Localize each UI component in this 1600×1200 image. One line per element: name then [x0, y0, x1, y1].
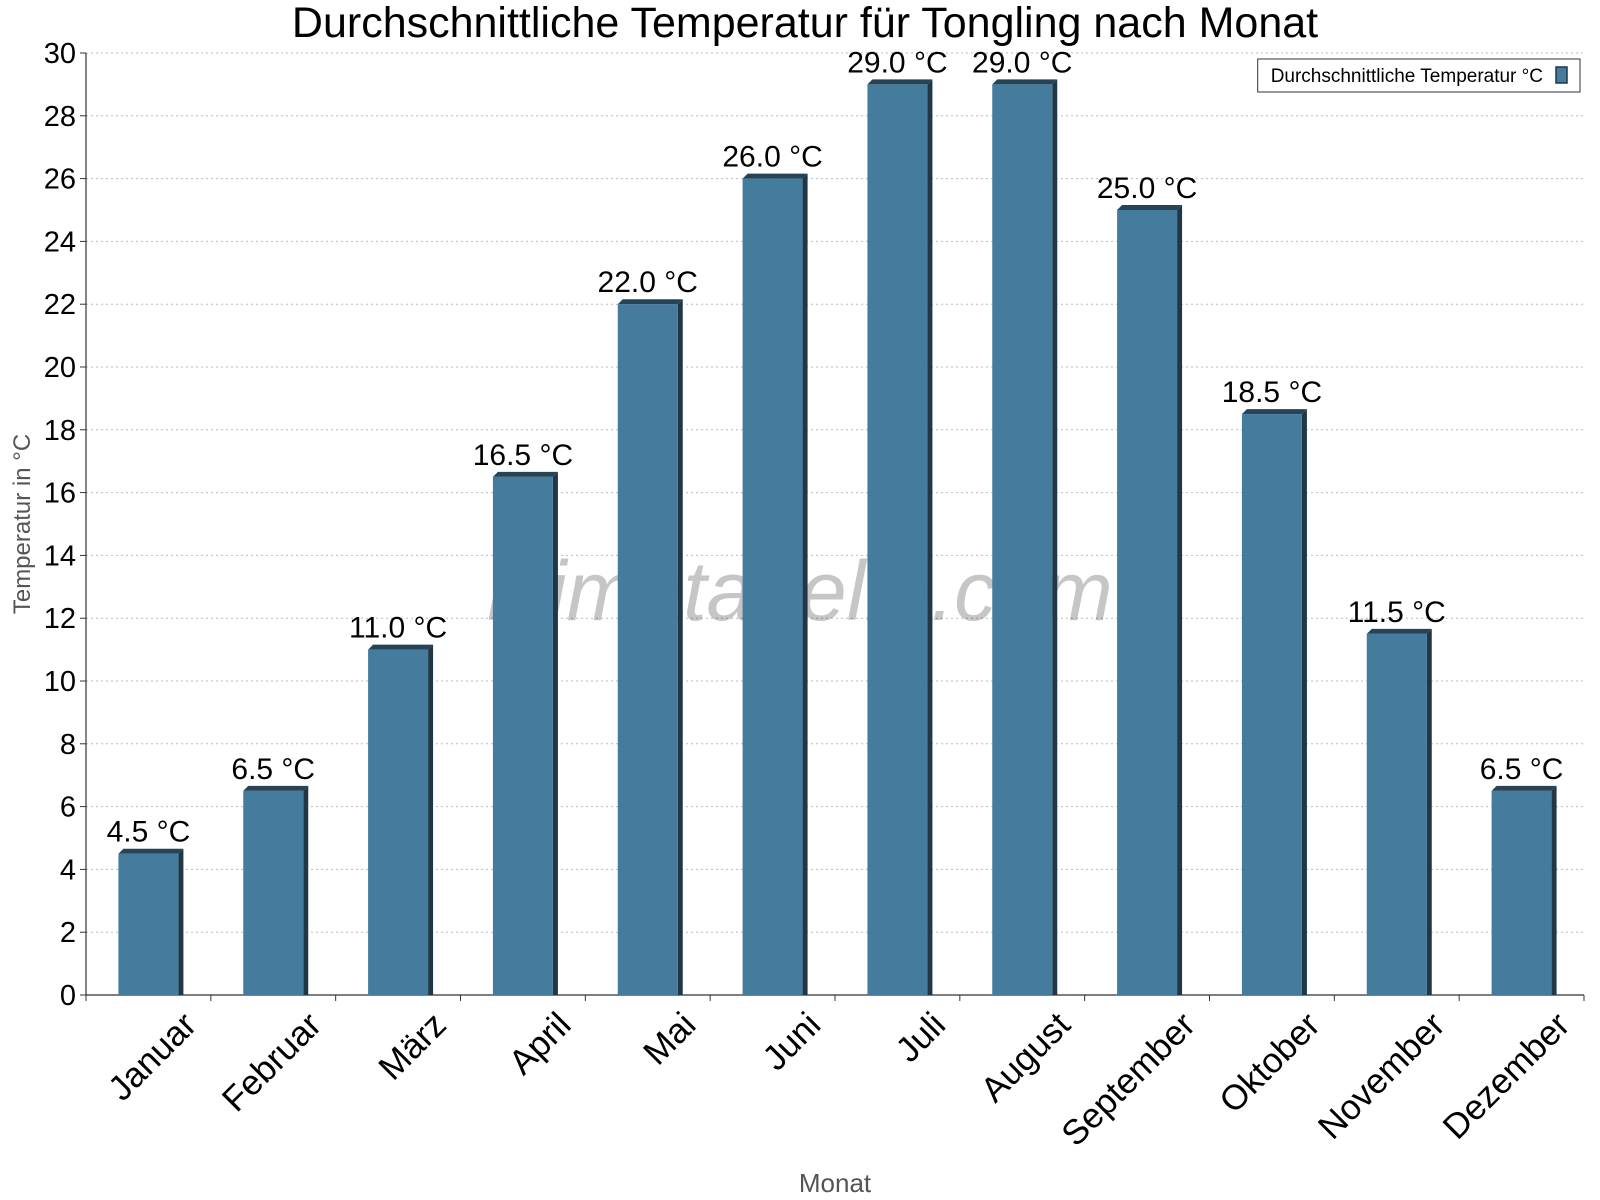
y-tick-label: 20 — [44, 352, 76, 384]
value-label: 18.5 °C — [1222, 376, 1322, 409]
bar-group — [368, 644, 434, 995]
bar-top — [1241, 409, 1307, 415]
value-label: 16.5 °C — [473, 439, 573, 472]
bar-side — [677, 299, 683, 995]
bar-top — [1117, 205, 1183, 210]
bar-top — [617, 299, 683, 305]
legend: Durchschnittliche Temperatur °C — [1257, 58, 1581, 93]
x-tick-label: April — [501, 1005, 578, 1082]
bar-group — [243, 785, 309, 995]
bar-group — [617, 299, 683, 995]
bar-side — [802, 173, 808, 996]
bar-top — [992, 79, 1058, 85]
bar-group — [492, 471, 558, 995]
x-tick-label: Dezember — [1435, 1005, 1577, 1147]
value-label: 6.5 °C — [231, 753, 315, 786]
bar-group — [1241, 409, 1307, 996]
bar-side — [428, 644, 434, 995]
bar-side — [1426, 628, 1432, 995]
y-tick-label: 8 — [60, 729, 76, 761]
y-tick-label: 10 — [44, 666, 76, 698]
bar — [118, 853, 179, 995]
bar-side — [552, 471, 558, 995]
bar-top — [243, 785, 309, 791]
value-label: 26.0 °C — [722, 141, 822, 174]
x-tick-label: November — [1311, 1005, 1453, 1147]
bar-side — [1551, 785, 1557, 995]
value-label: 22.0 °C — [598, 266, 698, 299]
bar-group — [1117, 205, 1183, 995]
bar-side — [1177, 205, 1183, 995]
y-tick-label: 18 — [44, 415, 76, 447]
bar — [492, 476, 553, 995]
bar-side — [1301, 409, 1307, 996]
y-tick-label: 0 — [60, 980, 76, 1012]
legend-swatch — [1555, 66, 1568, 84]
bar-group — [1366, 628, 1432, 995]
value-label: 29.0 °C — [847, 46, 947, 79]
bar — [1117, 210, 1178, 995]
y-tick-label: 28 — [44, 101, 76, 133]
bar — [867, 84, 928, 995]
bar-side — [178, 848, 184, 995]
bar-top — [742, 173, 808, 179]
value-label: 11.0 °C — [349, 612, 447, 645]
y-axis-label: Temperatur in °C — [9, 434, 36, 614]
bar-group — [118, 848, 184, 995]
y-tick-label: 26 — [44, 164, 76, 196]
bar-group — [867, 79, 933, 995]
x-tick-label: Juni — [755, 1005, 828, 1078]
value-label: 4.5 °C — [107, 816, 191, 849]
value-label: 6.5 °C — [1480, 753, 1564, 786]
y-tick-label: 30 — [44, 38, 76, 70]
x-tick-label: Februar — [215, 1005, 329, 1119]
y-tick-label: 2 — [60, 917, 76, 949]
x-tick-label: Mai — [636, 1005, 703, 1072]
bar-side — [303, 785, 309, 995]
x-tick-label: Juli — [888, 1005, 953, 1070]
bar-top — [118, 848, 184, 854]
y-tick-label: 22 — [44, 289, 76, 321]
y-tick-label: 4 — [60, 854, 76, 886]
bar — [1366, 633, 1427, 995]
legend-label: Durchschnittliche Temperatur °C — [1271, 66, 1543, 87]
value-label: 25.0 °C — [1097, 172, 1197, 205]
bar-group — [1491, 785, 1557, 995]
y-tick-label: 12 — [44, 603, 76, 635]
value-label: 11.5 °C — [1348, 596, 1446, 629]
bar-top — [867, 79, 933, 85]
x-tick-label: Januar — [101, 1005, 204, 1108]
y-tick-label: 24 — [44, 226, 76, 258]
y-tick-label: 16 — [44, 478, 76, 510]
x-tick-label: Oktober — [1212, 1005, 1328, 1121]
bar — [742, 178, 803, 996]
x-tick-label: August — [973, 1005, 1078, 1110]
y-tick-label: 6 — [60, 792, 76, 824]
bar — [1241, 414, 1302, 996]
bar-side — [1052, 79, 1058, 995]
bar — [368, 649, 429, 995]
bar — [243, 790, 304, 995]
bar-group — [992, 79, 1058, 995]
bar-group — [742, 173, 808, 996]
value-label: 29.0 °C — [972, 46, 1072, 79]
bar-top — [1366, 628, 1432, 634]
x-tick-label: März — [371, 1005, 454, 1088]
y-tick-label: 14 — [44, 540, 76, 572]
bar-top — [492, 471, 558, 477]
bar — [992, 84, 1053, 995]
x-axis-label: Monat — [799, 1168, 872, 1198]
legend-box — [1257, 58, 1581, 93]
bar-side — [927, 79, 933, 995]
bar-top — [1491, 785, 1557, 791]
x-tick-label: September — [1054, 1005, 1203, 1154]
bar-top — [368, 644, 434, 650]
bar — [617, 304, 678, 995]
chart-title: Durchschnittliche Temperatur für Tonglin… — [292, 0, 1318, 47]
bar — [1491, 790, 1552, 995]
